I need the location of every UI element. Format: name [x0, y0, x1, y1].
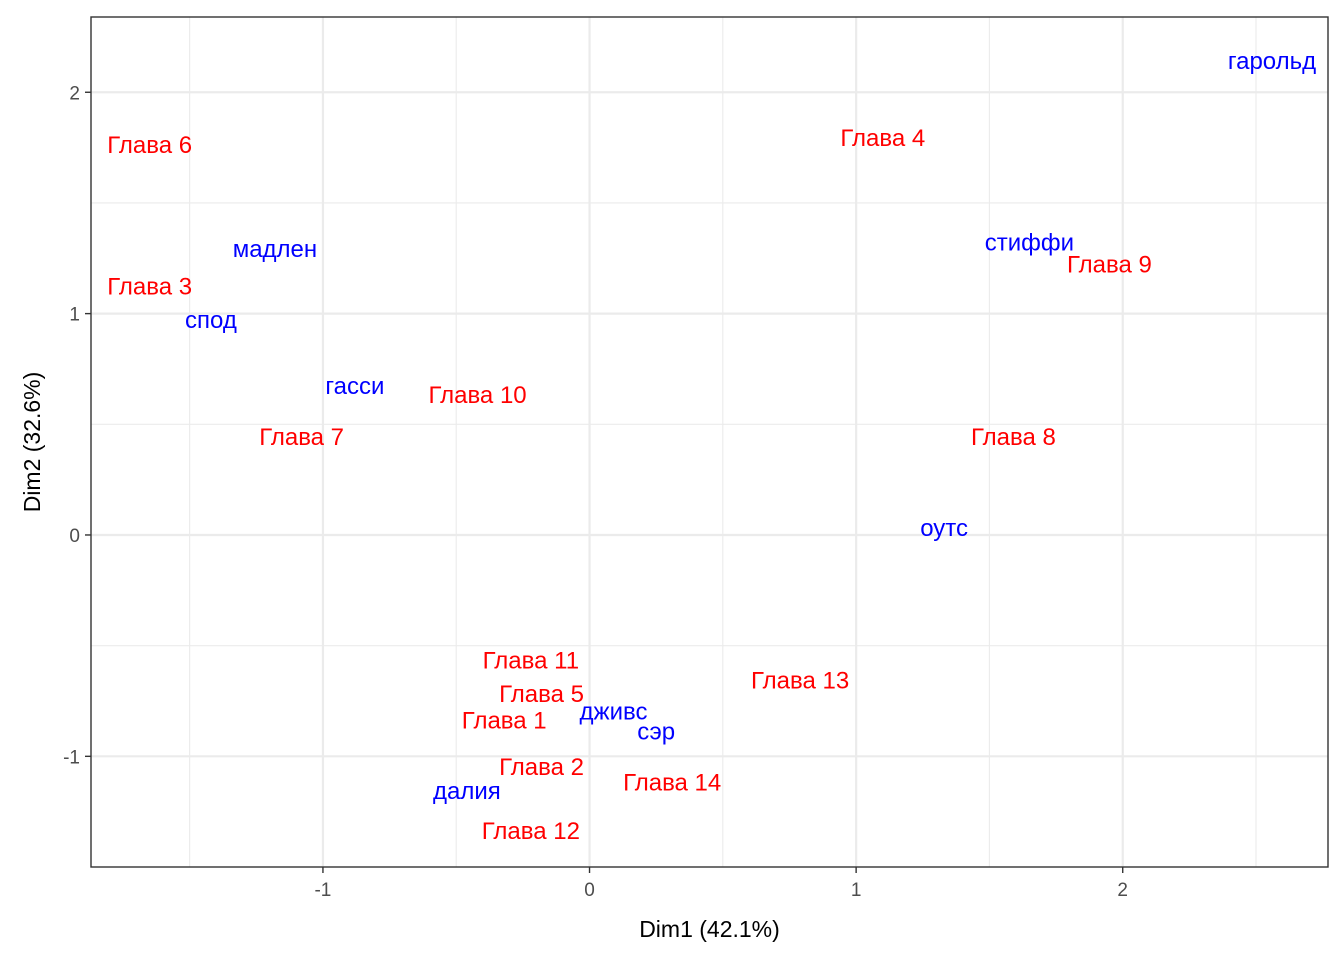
point-label: сэр	[637, 718, 675, 745]
y-tick-label: -1	[63, 747, 80, 768]
point-label: Глава 5	[499, 681, 584, 708]
point-labels: Глава 1 Глава 2 Глава 3 Глава 4 Глава 5 Глава…	[107, 48, 1316, 845]
point-label: мадлен	[233, 236, 317, 263]
y-tick-label: 0	[69, 526, 80, 547]
point-label: Глава 7	[259, 424, 344, 451]
point-label: Глава 13	[751, 668, 849, 695]
x-tick-label: 1	[851, 880, 862, 901]
point-label: спод	[185, 307, 237, 334]
point-label: Глава 2	[499, 754, 584, 781]
x-axis-title: Dim1 (42.1%)	[639, 916, 780, 942]
point-label: Глава 1	[462, 707, 547, 734]
x-tick-label: 2	[1117, 880, 1128, 901]
point-label: оутс	[920, 515, 968, 542]
y-tick-label: 2	[69, 83, 80, 104]
point-label: стиффи	[985, 229, 1074, 256]
point-label: Глава 12	[482, 818, 580, 845]
point-label: далия	[433, 778, 501, 805]
point-label: Глава 4	[840, 125, 925, 152]
x-tick-label: 0	[584, 880, 595, 901]
point-label: гасси	[325, 373, 384, 400]
point-label: дживс	[580, 699, 648, 726]
panel-border	[90, 16, 1329, 868]
x-tick-label: -1	[314, 880, 331, 901]
point-label: Глава 9	[1067, 251, 1152, 278]
point-label: Глава 6	[107, 132, 192, 159]
point-label: Глава 8	[971, 424, 1056, 451]
y-axis-title: Dim2 (32.6%)	[19, 372, 45, 513]
point-label: Глава 14	[623, 769, 721, 796]
point-label: гарольд	[1228, 48, 1316, 75]
point-label: Глава 3	[107, 274, 192, 301]
point-label: Глава 10	[428, 382, 526, 409]
point-label: Глава 11	[483, 648, 579, 675]
grid-lines	[91, 17, 1328, 867]
y-tick-label: 1	[69, 305, 80, 326]
axes: -1 0 1 2 -1 0 1 2	[63, 83, 1128, 901]
